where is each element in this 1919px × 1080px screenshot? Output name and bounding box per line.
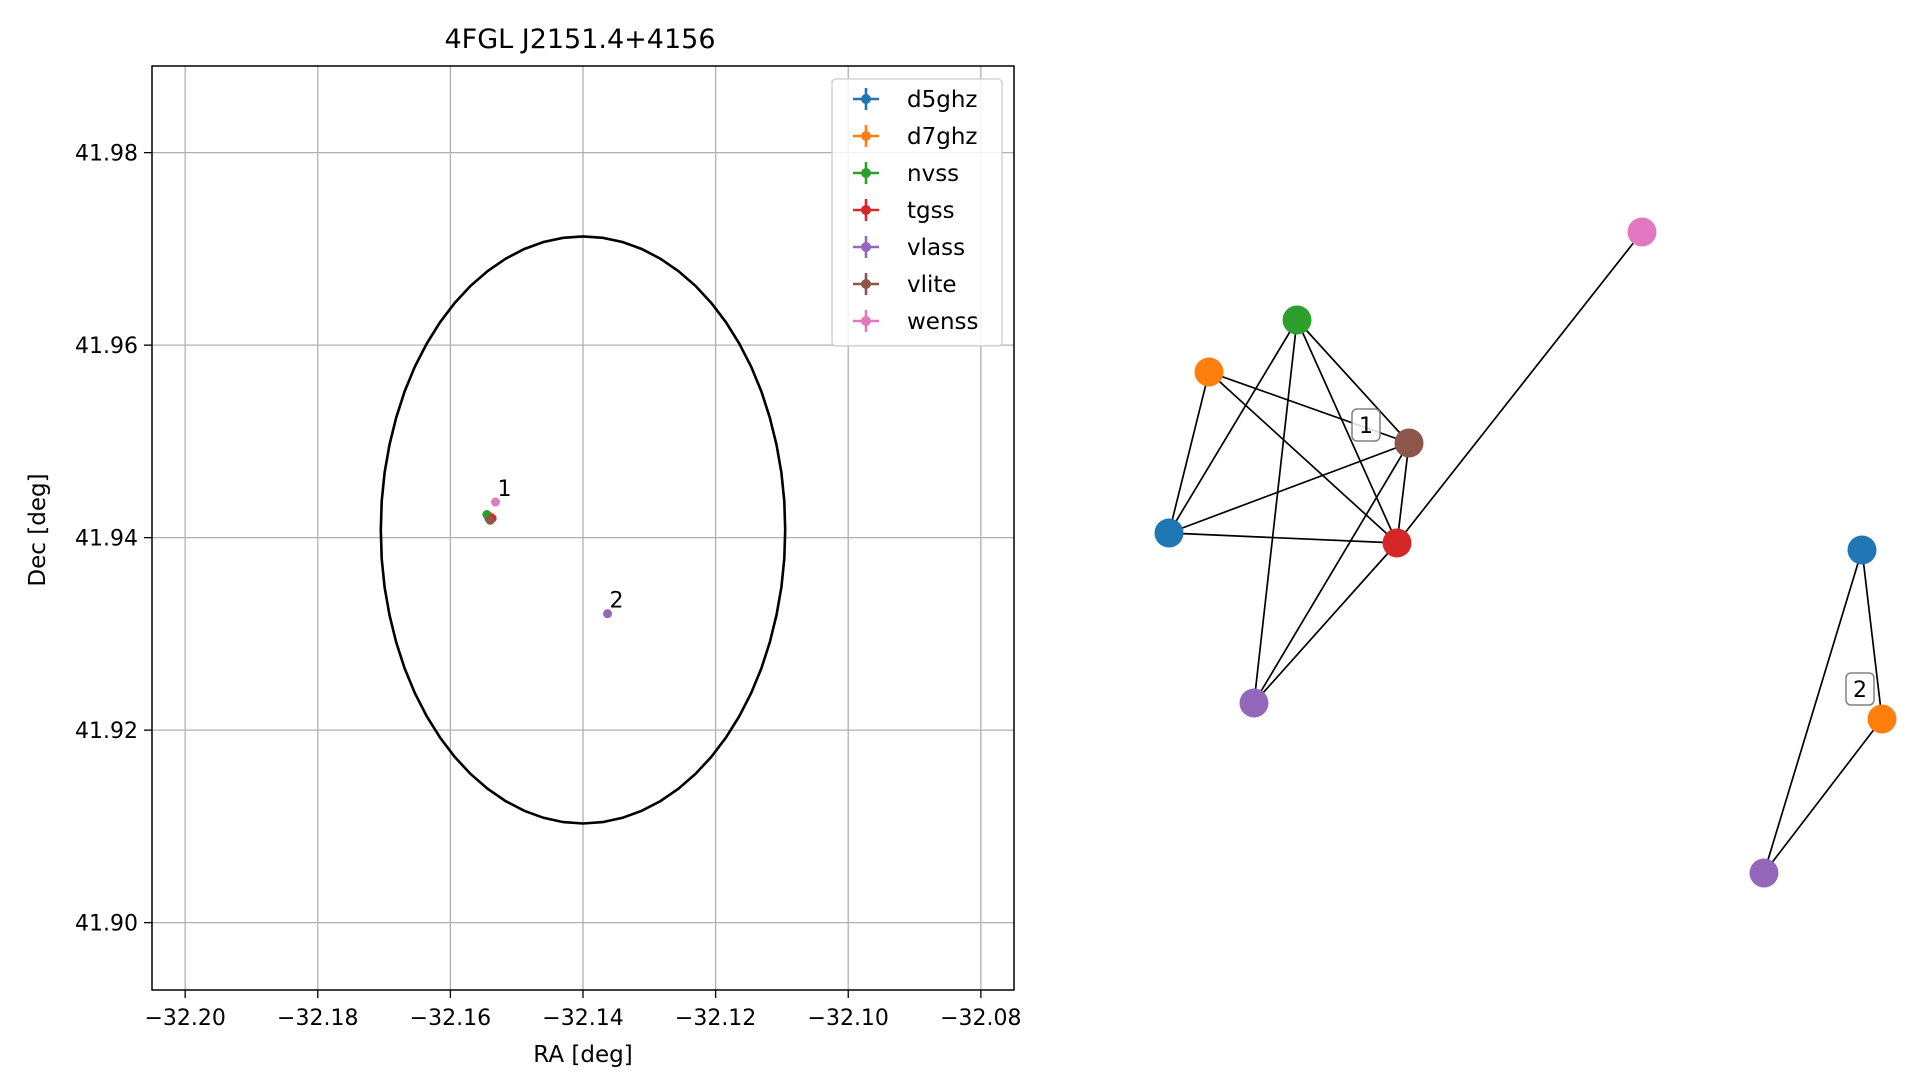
network-edge — [1396, 442, 1410, 544]
legend-marker-dot — [861, 205, 871, 215]
point-annotation: 2 — [610, 589, 624, 614]
node-d5ghz — [1847, 535, 1877, 565]
cluster-label: 1 — [1359, 414, 1373, 439]
legend-label: d5ghz — [907, 87, 977, 113]
y-tick-label: 41.96 — [75, 334, 138, 359]
node-vlass — [1749, 858, 1779, 888]
y-axis-label: Dec [deg] — [25, 473, 51, 586]
x-tick-label: −32.18 — [277, 1006, 358, 1031]
y-tick-label: 41.98 — [75, 142, 138, 167]
network-edges — [1168, 231, 1883, 874]
association-circle — [379, 235, 787, 825]
network-edge — [1396, 231, 1643, 544]
network-edge — [1253, 319, 1298, 704]
x-tick-label: −32.20 — [144, 1006, 225, 1031]
node-vlite — [1394, 428, 1424, 458]
node-wenss — [1627, 217, 1657, 247]
legend-label: d7ghz — [907, 124, 977, 150]
network-edge — [1168, 532, 1398, 544]
legend-box — [831, 78, 1003, 347]
legend-label: wenss — [907, 309, 979, 335]
legend-marker-dot — [861, 316, 871, 326]
legend: d5ghz d7ghz nvss tgss vlass vlite wenss — [831, 78, 1003, 347]
legend-label: tgss — [907, 198, 955, 224]
legend-marker-dot — [861, 242, 871, 252]
source-points: 12 — [482, 477, 624, 619]
sky-position-chart: 4FGL J2151.4+4156 12 −32.20 −32.18 −32.16−… — [25, 24, 1022, 1068]
node-d7ghz — [1867, 704, 1897, 734]
y-axis-ticks: 41.90 41.92 41.94 41.96 41.98 — [75, 142, 152, 937]
error-circle — [379, 235, 787, 825]
crossmatch-network-graph: 12 — [1154, 217, 1897, 888]
y-tick-label: 41.94 — [75, 527, 138, 552]
node-vlass — [1239, 688, 1269, 718]
network-edge — [1763, 718, 1883, 874]
legend-marker-dot — [861, 131, 871, 141]
x-tick-label: −32.14 — [542, 1006, 623, 1031]
legend-marker-dot — [861, 94, 871, 104]
network-edge — [1763, 549, 1863, 874]
legend-label: nvss — [907, 161, 959, 187]
point-wenss — [490, 497, 500, 507]
y-tick-label: 41.90 — [75, 912, 138, 937]
legend-label: vlite — [907, 272, 957, 298]
x-tick-label: −32.16 — [410, 1006, 491, 1031]
cluster-label-box — [1845, 672, 1875, 706]
cluster-label: 2 — [1853, 678, 1867, 703]
x-axis-ticks: −32.20 −32.18 −32.16 −32.14 −32.12 −32.10 −32.… — [144, 990, 1022, 1031]
cluster-labels: 12 — [1351, 408, 1875, 706]
cluster-label-box — [1351, 408, 1381, 442]
node-nvss — [1282, 305, 1312, 335]
network-edge — [1296, 319, 1410, 444]
node-d7ghz — [1194, 357, 1224, 387]
point-vlite — [485, 515, 495, 525]
legend-marker-dot — [861, 279, 871, 289]
chart-title: 4FGL J2151.4+4156 — [444, 24, 715, 55]
point-vlass — [603, 609, 613, 619]
x-tick-label: −32.08 — [940, 1006, 1021, 1031]
network-nodes — [1154, 217, 1897, 888]
network-edge — [1168, 319, 1298, 534]
point-annotation: 1 — [497, 477, 511, 502]
y-tick-label: 41.92 — [75, 719, 138, 744]
network-edge — [1168, 442, 1410, 534]
node-tgss — [1382, 528, 1412, 558]
legend-label: vlass — [907, 235, 965, 261]
network-edge — [1253, 542, 1398, 704]
network-edge — [1253, 442, 1410, 704]
x-axis-label: RA [deg] — [533, 1042, 632, 1068]
x-tick-label: −32.12 — [675, 1006, 756, 1031]
node-d5ghz — [1154, 518, 1184, 548]
legend-marker-dot — [861, 168, 871, 178]
network-edge — [1296, 319, 1398, 544]
network-edge — [1168, 371, 1210, 534]
network-edge — [1861, 549, 1883, 720]
x-tick-label: −32.10 — [808, 1006, 889, 1031]
